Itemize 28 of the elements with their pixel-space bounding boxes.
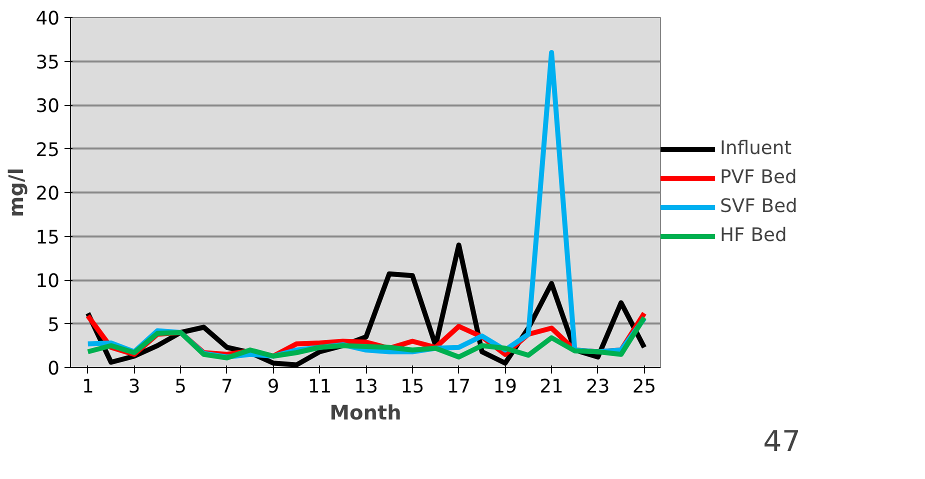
legend-label: Influent bbox=[720, 138, 792, 159]
x-tick-label: 11 bbox=[308, 376, 332, 398]
x-tick-label: 19 bbox=[493, 376, 518, 398]
x-tick-label: 17 bbox=[446, 376, 471, 398]
x-tick-label: 3 bbox=[128, 376, 140, 398]
x-tick-label: 15 bbox=[400, 376, 424, 398]
x-tick-label: 9 bbox=[267, 376, 280, 398]
y-tick-label: 35 bbox=[36, 52, 60, 74]
x-tick-label: 21 bbox=[540, 376, 564, 398]
y-tick-label: 15 bbox=[36, 227, 60, 248]
y-tick-label: 10 bbox=[36, 271, 60, 292]
y-axis-title: mg/l bbox=[4, 168, 28, 218]
x-tick-label: 5 bbox=[174, 376, 187, 398]
y-tick-label: 40 bbox=[36, 8, 60, 30]
legend-label: HF Bed bbox=[720, 225, 787, 246]
y-tick-label: 20 bbox=[36, 184, 60, 204]
x-tick-label: 7 bbox=[221, 376, 233, 398]
x-tick-label: 23 bbox=[586, 376, 610, 398]
y-tick-label: 25 bbox=[36, 140, 60, 161]
legend-label: SVF Bed bbox=[720, 196, 798, 217]
y-tick-label: 0 bbox=[48, 358, 60, 380]
x-axis-title: Month bbox=[330, 400, 402, 424]
y-tick-label: 5 bbox=[48, 314, 60, 336]
y-tick-label: 30 bbox=[36, 96, 60, 117]
x-tick-label: 25 bbox=[632, 376, 656, 398]
x-tick-label: 1 bbox=[82, 376, 94, 398]
x-tick-label: 13 bbox=[354, 376, 378, 398]
legend-label: PVF Bed bbox=[720, 167, 797, 188]
